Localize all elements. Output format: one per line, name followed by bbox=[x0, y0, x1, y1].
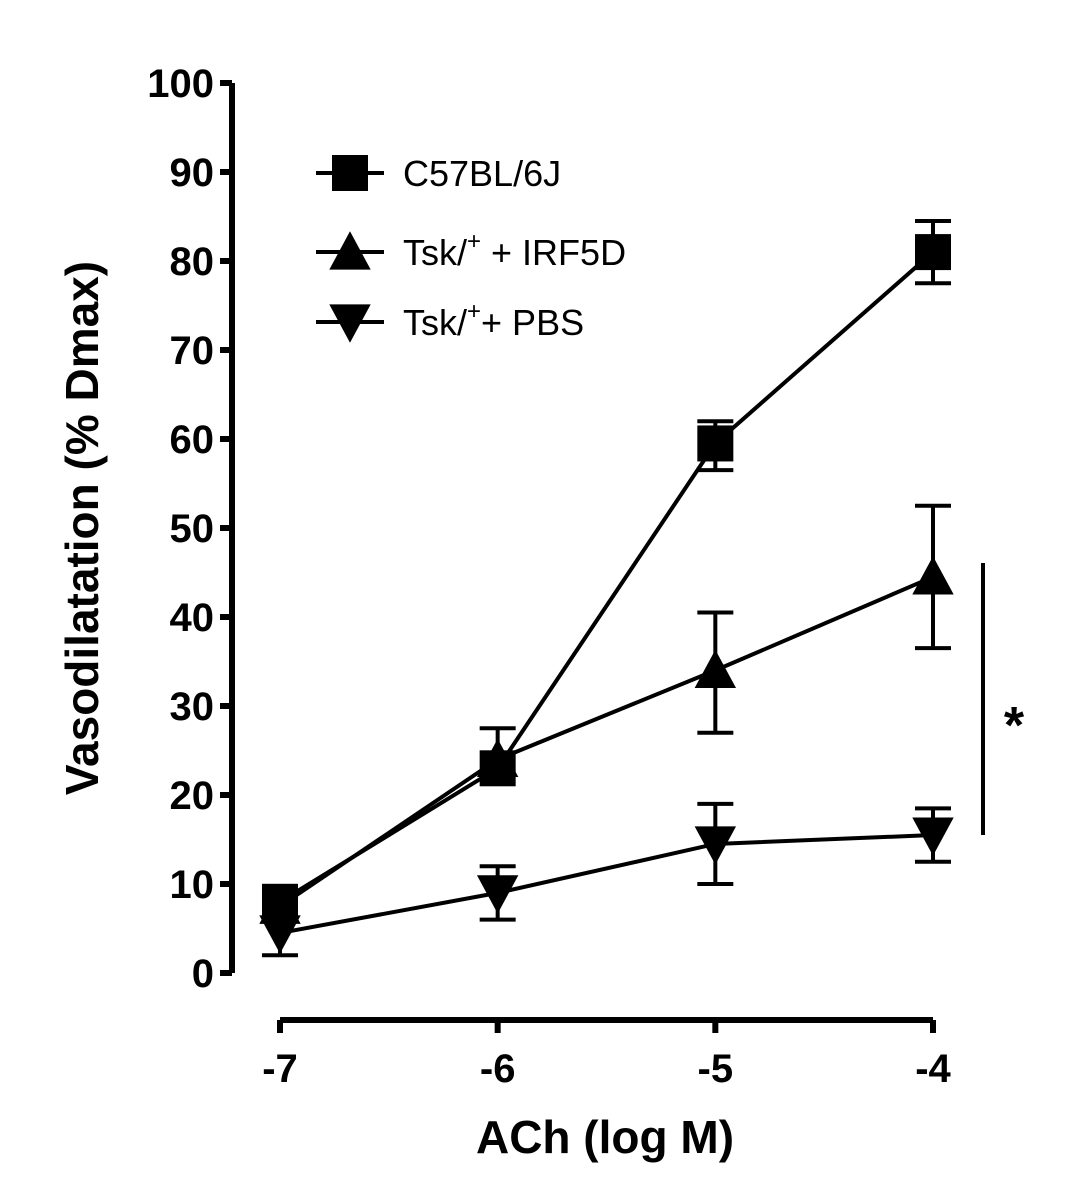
x-axis-title: ACh (log M) bbox=[476, 1111, 734, 1163]
series-line bbox=[278, 575, 934, 908]
legend-label: Tsk/++ PBS bbox=[403, 298, 584, 343]
legend-label-main: C57BL/6J bbox=[403, 153, 561, 194]
y-tick-label: 90 bbox=[170, 151, 215, 195]
triangle-up-marker bbox=[259, 885, 301, 924]
legend-entry: Tsk/++ PBS bbox=[316, 298, 584, 343]
y-tick-label: 20 bbox=[170, 774, 215, 818]
y-tick-label: 50 bbox=[170, 507, 215, 551]
legend-label-tail: + IRF5D bbox=[481, 232, 626, 273]
legend-entry: C57BL/6J bbox=[316, 153, 561, 194]
triangle-up-marker bbox=[476, 738, 519, 777]
x-tick-label: -7 bbox=[262, 1047, 298, 1091]
triangle-down-marker bbox=[329, 304, 371, 343]
triangle-down-marker bbox=[259, 915, 301, 954]
legend-label: Tsk/+ + IRF5D bbox=[403, 228, 626, 273]
legend-label: C57BL/6J bbox=[403, 153, 561, 194]
x-tick-label: -6 bbox=[480, 1047, 516, 1091]
triangle-down-marker bbox=[694, 826, 737, 865]
series-layer bbox=[259, 218, 954, 958]
x-tick-label: -5 bbox=[698, 1047, 734, 1091]
triangle-up-marker bbox=[912, 556, 954, 595]
y-tick-label: 30 bbox=[170, 685, 215, 729]
square-marker bbox=[697, 425, 734, 462]
significance-annotation: * bbox=[981, 563, 1025, 835]
square-marker bbox=[915, 234, 951, 271]
legend-label-main: Tsk/ bbox=[403, 232, 467, 273]
series-line bbox=[278, 250, 935, 904]
legend-label-superscript: + bbox=[467, 228, 481, 255]
x-tick-label: -4 bbox=[915, 1047, 951, 1091]
triangle-up-marker bbox=[694, 649, 737, 688]
y-tick-label: 0 bbox=[192, 952, 214, 996]
legend-label-main: Tsk/ bbox=[403, 302, 467, 343]
significance-asterisk: * bbox=[1004, 697, 1025, 755]
y-axis: 0 10 20 30 40 50 60 70 80 90 100 bbox=[147, 62, 235, 996]
triangle-down-marker bbox=[912, 817, 954, 856]
triangle-down-marker bbox=[476, 875, 519, 914]
legend-label-tail: + PBS bbox=[481, 302, 584, 343]
y-tick-label: 60 bbox=[170, 418, 215, 462]
triangle-up-marker bbox=[329, 231, 371, 270]
y-tick-label: 100 bbox=[147, 62, 214, 106]
y-axis-title: Vasodilatation (% Dmax) bbox=[56, 261, 108, 795]
y-tick-label: 70 bbox=[170, 329, 215, 373]
square-marker bbox=[332, 155, 368, 191]
series-triangle-up bbox=[259, 503, 954, 924]
y-tick-label: 40 bbox=[170, 596, 215, 640]
y-tick-label: 10 bbox=[170, 863, 215, 907]
x-axis: -7 -6 -5 -4 bbox=[262, 1017, 952, 1091]
series-triangle-down bbox=[259, 801, 954, 958]
legend-label-superscript: + bbox=[467, 298, 481, 325]
legend-entry: Tsk/+ + IRF5D bbox=[316, 228, 626, 273]
series-square bbox=[262, 218, 951, 920]
series-line bbox=[279, 833, 934, 935]
y-tick-label: 80 bbox=[170, 240, 215, 284]
